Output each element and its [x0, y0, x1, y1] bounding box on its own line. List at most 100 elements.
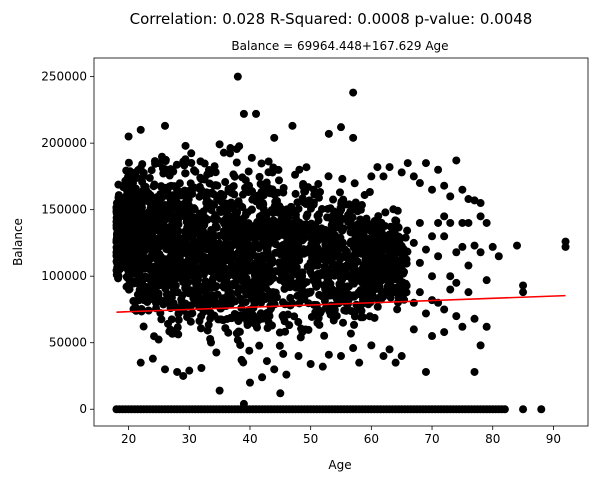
data-point	[250, 319, 258, 327]
data-point	[202, 199, 210, 207]
data-point	[257, 180, 265, 188]
data-point	[398, 168, 406, 176]
data-point	[489, 243, 497, 251]
data-point	[410, 239, 418, 247]
data-point	[221, 178, 229, 186]
data-point	[173, 368, 181, 376]
data-point	[266, 273, 274, 281]
data-point	[182, 142, 190, 150]
data-point	[174, 207, 182, 215]
data-point	[404, 159, 412, 167]
data-point	[224, 282, 232, 290]
data-point	[338, 227, 346, 235]
y-tick-label: 0	[79, 402, 87, 416]
data-point	[288, 122, 296, 130]
data-point	[114, 230, 122, 238]
data-point	[234, 288, 242, 296]
data-point	[331, 231, 339, 239]
data-point	[225, 272, 233, 280]
data-point	[327, 291, 335, 299]
data-point	[279, 311, 287, 319]
data-point	[174, 330, 182, 338]
zero-balance-point	[501, 405, 509, 413]
data-point	[440, 328, 448, 336]
data-point	[217, 208, 225, 216]
data-point	[244, 220, 252, 228]
data-point	[354, 273, 362, 281]
data-point	[513, 242, 521, 250]
data-point	[167, 197, 175, 205]
data-point	[262, 243, 270, 251]
data-point	[238, 173, 246, 181]
data-point	[464, 262, 472, 270]
data-point	[197, 364, 205, 372]
y-tick-label: 50000	[49, 336, 87, 350]
data-point	[275, 176, 283, 184]
data-point	[141, 259, 149, 267]
data-point	[168, 315, 176, 323]
data-point	[380, 241, 388, 249]
data-point	[239, 358, 247, 366]
data-point	[324, 205, 332, 213]
data-point	[293, 198, 301, 206]
data-point	[386, 163, 394, 171]
data-point	[142, 292, 150, 300]
data-point	[195, 317, 203, 325]
data-point	[295, 352, 303, 360]
data-point	[220, 227, 228, 235]
data-point	[180, 161, 188, 169]
data-point	[310, 250, 318, 258]
data-point	[259, 278, 267, 286]
data-point	[245, 182, 253, 190]
data-point	[202, 216, 210, 224]
data-point	[234, 317, 242, 325]
data-point	[386, 345, 394, 353]
data-point	[283, 257, 291, 265]
data-point	[138, 178, 146, 186]
data-point	[162, 157, 170, 165]
data-point	[163, 290, 171, 298]
data-point	[125, 194, 133, 202]
data-point	[227, 300, 235, 308]
data-point	[165, 267, 173, 275]
data-point	[117, 258, 125, 266]
data-point	[434, 252, 442, 260]
y-tick-label: 200000	[41, 136, 87, 150]
data-point	[157, 269, 165, 277]
data-point	[458, 243, 466, 251]
data-point	[377, 272, 385, 280]
data-point	[147, 254, 155, 262]
data-point	[428, 232, 436, 240]
data-point	[390, 232, 398, 240]
data-point	[302, 163, 310, 171]
data-point	[347, 261, 355, 269]
data-point	[325, 172, 333, 180]
data-point	[464, 288, 472, 296]
data-point	[422, 246, 430, 254]
data-point	[128, 207, 136, 215]
data-point	[153, 282, 161, 290]
data-point	[212, 222, 220, 230]
data-point	[452, 312, 460, 320]
data-point	[416, 259, 424, 267]
data-point	[256, 173, 264, 181]
data-point	[329, 242, 337, 250]
data-point	[145, 210, 153, 218]
data-point	[179, 278, 187, 286]
data-point	[269, 216, 277, 224]
data-point	[315, 217, 323, 225]
data-point	[252, 110, 260, 118]
data-point	[257, 309, 265, 317]
data-point	[340, 252, 348, 260]
data-point	[272, 267, 280, 275]
data-point	[452, 248, 460, 256]
data-point	[125, 133, 133, 141]
data-point	[166, 213, 174, 221]
data-point	[255, 342, 263, 350]
data-point	[123, 250, 131, 258]
data-point	[345, 200, 353, 208]
data-point	[276, 389, 284, 397]
data-point	[175, 220, 183, 228]
data-point	[398, 352, 406, 360]
data-point	[227, 204, 235, 212]
